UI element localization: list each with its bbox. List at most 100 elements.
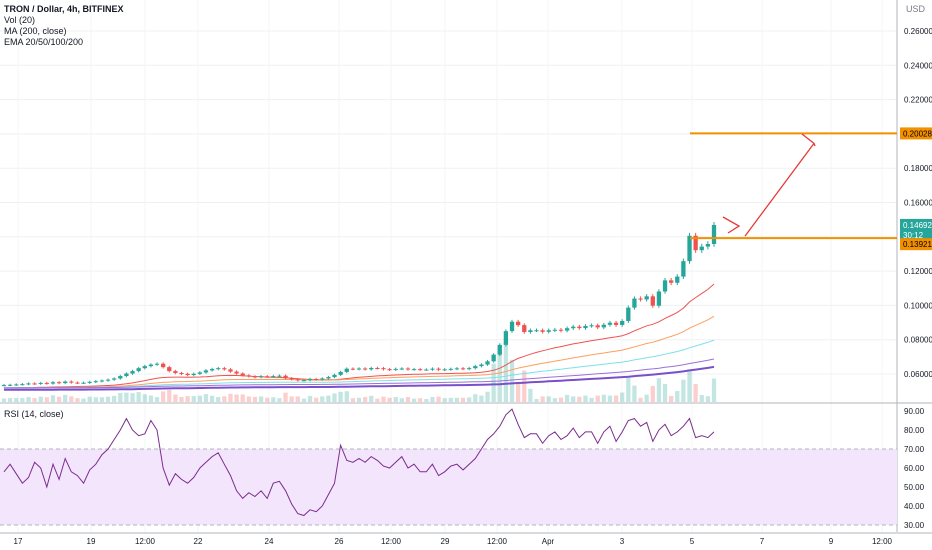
current-price-badge: 0.146920 [903,221,932,230]
candle-body [387,369,392,371]
candle-body [430,368,435,370]
candlesticks [1,221,717,387]
candle-body [711,224,717,245]
volume-bar [32,398,37,402]
currency-label[interactable]: USD [906,4,926,14]
candle-body [399,368,404,370]
countdown-label: 30:12 [903,231,924,240]
candle-body [601,324,606,328]
volume-bar [405,397,411,402]
candle-body [44,382,49,384]
volume-bar [326,395,331,402]
annotations [690,132,897,240]
candle-body [7,384,13,386]
ma-indicator-label[interactable]: MA (200, close) [4,26,67,36]
rsi-tick-label: 60.00 [904,464,925,473]
volume-bar [332,393,337,402]
candle-body [32,383,37,385]
volume-bar [26,397,31,402]
candle-body [258,376,264,378]
candle-body [467,368,472,370]
volume-bar [571,396,576,402]
volume-bar [473,394,478,402]
candle-body [485,361,490,365]
volume-bar [7,398,13,402]
volume-bar [173,394,178,402]
volume-bar [356,397,362,402]
candle-body [681,261,686,277]
volume-bar [656,378,662,402]
candle-body [515,321,521,326]
candle-body [277,375,282,377]
volume-bar [203,394,209,402]
candle-body [564,328,570,331]
ma-200-line [4,365,715,391]
candle-body [173,371,178,373]
candle-body [540,330,545,332]
volume-bar [638,397,643,402]
volume-bar [528,388,533,402]
candle-body [228,369,233,372]
volume-bar [669,395,674,402]
current-price-badge-bg [900,218,932,241]
time-tick-label: Apr [542,537,555,546]
candle-body [552,329,558,331]
volume-bar [99,397,105,402]
candle-body [332,374,337,378]
volume-bar [14,398,19,402]
volume-bar [687,369,692,402]
ema-indicator-label[interactable]: EMA 20/50/100/200 [4,37,84,47]
candle-body [381,368,386,370]
rsi-tick-label: 90.00 [904,407,925,416]
projection-arrow [744,143,815,237]
candle-body [160,363,166,368]
volume-bar [418,398,423,402]
volume-bar [540,396,545,402]
volume-bar [442,398,447,402]
volume-bar [258,396,264,402]
volume-bar [191,396,196,402]
volume-bar [136,392,141,402]
candle-body [626,307,631,322]
candle-body [50,382,56,384]
candle-body [216,368,221,370]
volume-bar [632,385,637,402]
projection-arrow-head [801,133,816,147]
volume-bar [583,395,588,402]
time-tick-label: 22 [194,537,203,546]
time-tick-label: 12:00 [135,537,156,546]
volume-bar [234,394,239,402]
candle-body [362,368,368,370]
rsi-label[interactable]: RSI (14, close) [4,409,64,419]
candle-body [369,367,374,370]
candle-body [136,368,141,372]
volume-bar [430,397,435,402]
candle-body [93,381,98,383]
volume-bar [307,395,313,402]
volume-bar [228,393,233,402]
volume-bar [362,397,368,402]
time-tick-label: 19 [87,537,96,546]
volume-bar [460,397,466,402]
candle-body [473,366,478,369]
candle-body [662,280,668,292]
candle-body [295,379,300,381]
candle-body [589,325,594,327]
vol-indicator-label[interactable]: Vol (20) [4,15,36,25]
candle-body [418,369,423,371]
volume-bar [369,395,374,402]
axes: 0.2600000.2400000.2200000.2000000.180000… [14,27,932,546]
candle-body [142,366,147,369]
candle-body [338,371,343,375]
candle-body [509,321,515,332]
volume-bar [479,395,484,402]
volume-bar [154,397,160,402]
volume-bar [105,396,111,402]
candle-body [271,376,276,378]
